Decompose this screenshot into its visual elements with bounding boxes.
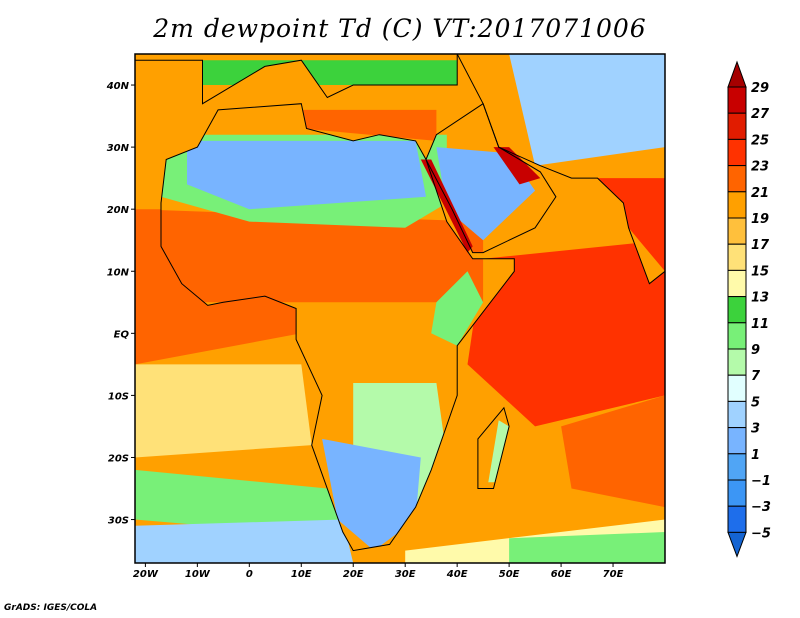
lat-tick-label: 30N — [107, 143, 130, 154]
lat-tick-label: 30S — [108, 516, 129, 527]
colorbar-box — [727, 165, 747, 193]
lon-tick-label: 50E — [499, 569, 520, 580]
lon-tick-label: 70E — [603, 569, 624, 580]
colorbar-box — [727, 400, 747, 429]
colorbar-box — [727, 269, 747, 298]
lon-tick-label: 60E — [551, 569, 572, 580]
colorbar-label: 5 — [751, 395, 760, 410]
colorbar-arrow-top — [727, 60, 747, 88]
east-africa-green — [431, 271, 484, 346]
grads-credit: GrADS: IGES/COLA — [4, 603, 98, 613]
southern-ocean-green — [509, 532, 665, 563]
colorbar-label: 29 — [751, 81, 769, 96]
sahara-blue — [187, 140, 426, 210]
lon-tick-label: 0 — [246, 569, 253, 580]
lon-tick-label: 20E — [343, 569, 364, 580]
asia-coastline — [456, 54, 665, 285]
colorbar-label: 25 — [751, 133, 769, 148]
indian-ocean-field — [467, 240, 665, 427]
colorbar-box — [727, 374, 747, 402]
lon-tick-label: 40E — [446, 569, 468, 580]
colorbar-label: 1 — [751, 448, 760, 463]
south-atlantic-blue — [135, 519, 354, 563]
lat-tick-label: 10S — [108, 391, 129, 402]
sahel-field — [135, 209, 484, 303]
colorbar-label: 17 — [751, 238, 770, 253]
colorbar-label: 19 — [751, 212, 769, 227]
colorbar-box — [727, 217, 747, 245]
colorbar-box — [727, 453, 747, 481]
lon-tick-label: 30E — [395, 569, 416, 580]
colorbar-box — [727, 505, 747, 533]
madagascar-green — [488, 420, 510, 483]
colorbar-label: 15 — [751, 264, 769, 279]
colorbar-label: 13 — [751, 291, 769, 306]
colorbar-box — [727, 479, 747, 507]
plot-title: 2m dewpoint Td (C) VT:2017071006 — [153, 14, 647, 43]
colorbar-arrow-bottom — [727, 531, 747, 558]
colorbar-box — [727, 348, 747, 376]
colorbar-box — [727, 243, 747, 271]
asia-blue — [509, 54, 665, 166]
africa-coastline — [160, 103, 515, 552]
map-frame — [134, 53, 666, 564]
europe-coastline — [135, 54, 458, 105]
colorbar-box — [727, 296, 747, 324]
colorbar-label: 7 — [751, 369, 761, 384]
india-field — [561, 178, 665, 272]
colorbar-label: 9 — [751, 343, 760, 358]
europe-field — [197, 60, 458, 85]
southern-africa-blue — [322, 438, 421, 551]
colorbar-label: −5 — [751, 526, 771, 541]
lon-tick-label: 10W — [185, 569, 211, 580]
arabia-coastline — [425, 102, 557, 254]
colorbar-label: 23 — [751, 160, 769, 175]
colorbar-box — [727, 191, 747, 219]
lon-tick-label: 10E — [291, 569, 312, 580]
lat-tick-label: EQ — [114, 329, 130, 340]
lat-tick-label: 40N — [106, 81, 130, 92]
colorbar-label: −3 — [751, 500, 771, 515]
persian-gulf-field — [493, 147, 541, 185]
lat-tick-label: 10N — [107, 267, 130, 278]
south-indian-field — [561, 395, 665, 508]
colorbar-label: 27 — [751, 107, 770, 122]
se-atlantic-field — [135, 364, 312, 458]
lat-tick-label: 20N — [107, 205, 130, 216]
colorbar-box — [727, 86, 747, 114]
colorbar-box — [727, 112, 747, 140]
colorbar-label: −1 — [751, 474, 771, 489]
colorbar-box — [727, 427, 747, 455]
colorbar-box — [727, 322, 747, 350]
colorbar-label: 11 — [751, 317, 769, 332]
madagascar-coastline — [477, 406, 510, 489]
colorbar-label: 3 — [751, 422, 760, 437]
lon-tick-label: 20W — [133, 569, 159, 580]
field-layer — [135, 54, 665, 563]
lat-tick-label: 20S — [108, 453, 129, 464]
colorbar-box — [727, 138, 747, 167]
colorbar-label: 21 — [751, 186, 769, 201]
